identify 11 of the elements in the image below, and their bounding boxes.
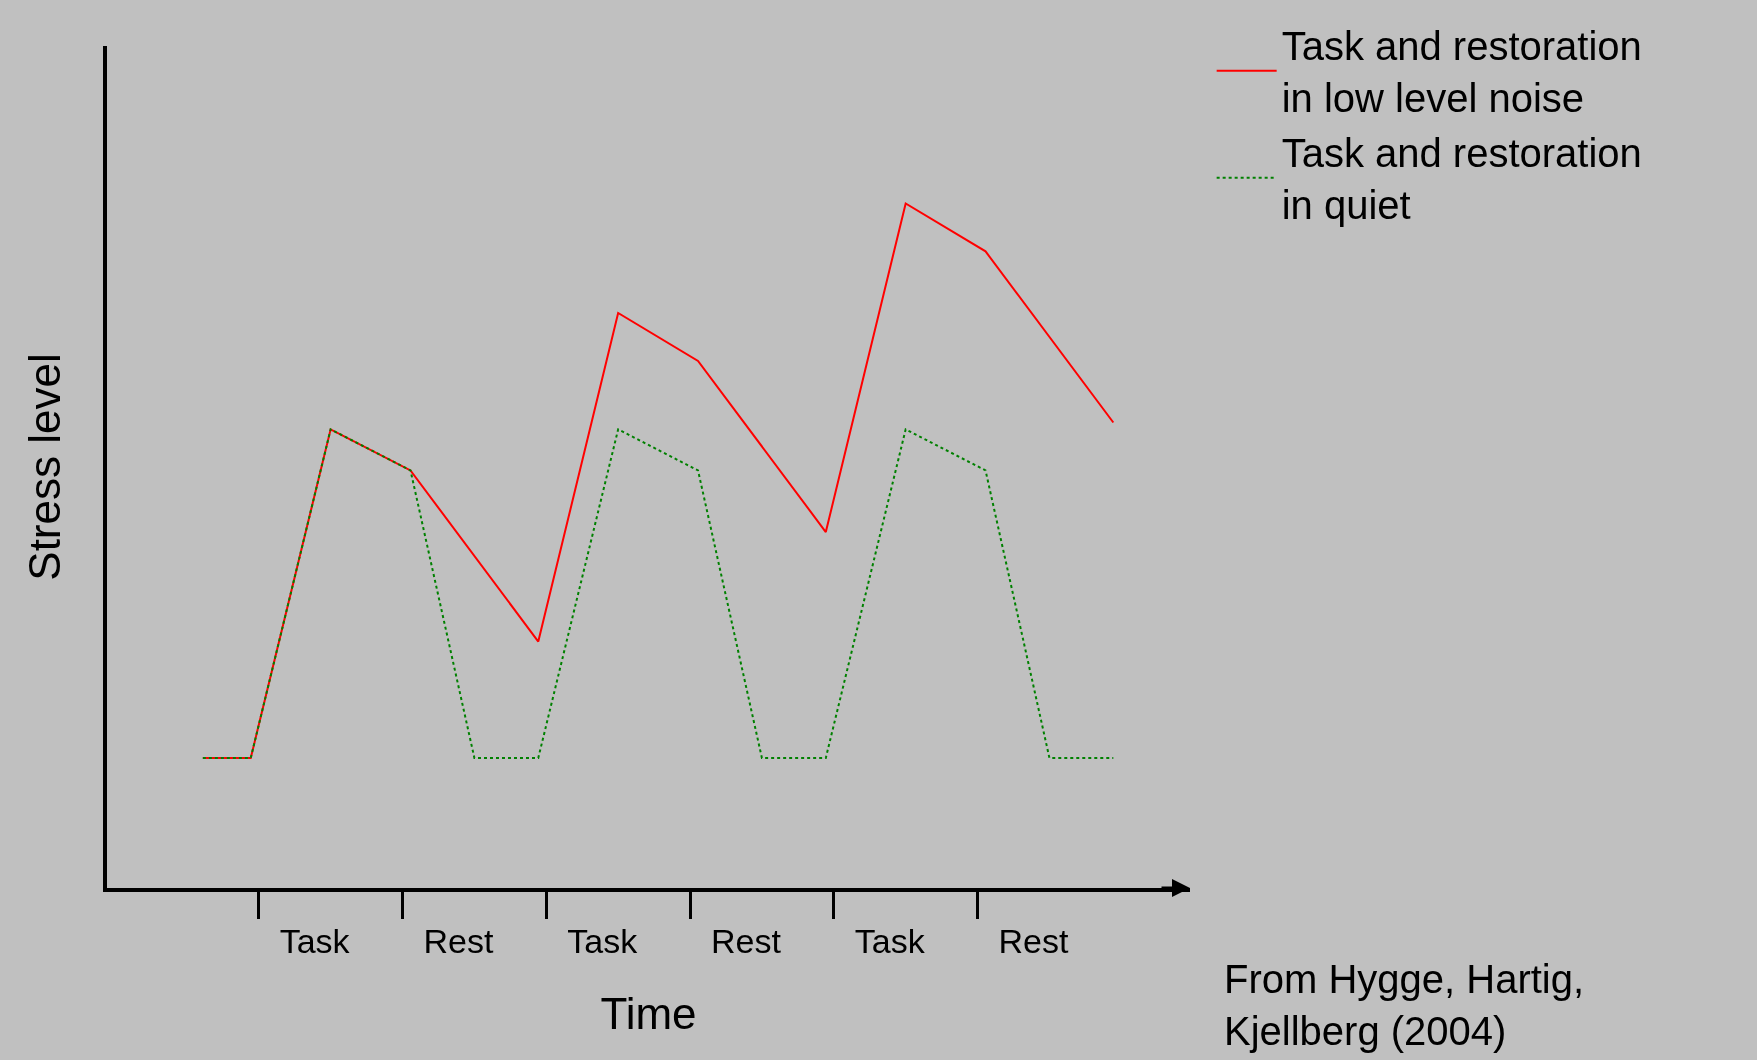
x-tick-label: Task (567, 921, 639, 960)
legend-label: Task and restoration in low level noise (1281, 24, 1642, 121)
x-tick-label: Rest (998, 921, 1069, 960)
y-axis-title: Stress level (19, 353, 69, 581)
legend-label: Task and restoration in quiet (1281, 131, 1642, 228)
text: From Hygge, Hartig, Kjellberg (2004) (1224, 957, 1585, 1053)
x-tick-label: Rest (710, 921, 782, 960)
x-tick-label: Task (854, 921, 926, 960)
x-tick-label: Rest (423, 921, 494, 960)
x-tick-label: Task (279, 921, 351, 960)
x-axis-title: Time (600, 988, 697, 1038)
